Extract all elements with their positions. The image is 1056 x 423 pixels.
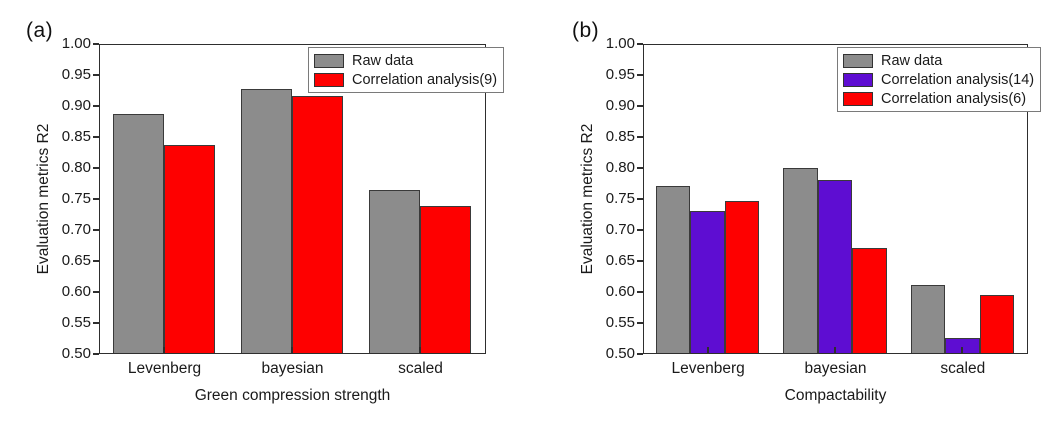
y-tick-label: 0.80: [605, 159, 635, 176]
plot-area: Raw data Correlation analysis(9): [99, 44, 505, 354]
y-tick-label: 0.60: [605, 283, 635, 300]
x-tick-mark: [834, 347, 836, 353]
legend-label: Correlation analysis(6): [881, 90, 1027, 107]
y-tick-mark: [637, 198, 643, 200]
bar-correlation-analysis-14-scaled: [945, 337, 980, 353]
y-tick-label: 0.90: [61, 97, 91, 114]
x-tick-mark: [706, 347, 709, 353]
x-category-label: bayesian: [804, 360, 867, 377]
x-category-label: Levenberg: [671, 360, 745, 377]
y-tick-mark: [637, 136, 643, 138]
x-tick-mark: [419, 347, 421, 353]
legend-row: Correlation analysis(14): [843, 70, 1034, 89]
y-tick-mark: [93, 136, 99, 138]
bar-raw-data-scaled: [369, 190, 420, 353]
legend-row: Raw data: [843, 51, 1034, 70]
y-tick-label: 0.85: [61, 128, 91, 145]
y-tick-mark: [637, 105, 643, 107]
y-tick-mark: [93, 167, 99, 169]
y-tick-label: 0.80: [61, 159, 91, 176]
x-tick-mark: [163, 347, 165, 353]
y-tick-mark: [93, 291, 99, 293]
y-tick-mark: [637, 167, 643, 169]
y-tick-label: 0.95: [61, 66, 91, 83]
y-tick-label: 0.70: [605, 221, 635, 238]
bar-correlation-analysis-9-bayesian: [292, 96, 343, 353]
bar-correlation-analysis-6-bayesian: [852, 248, 887, 353]
legend-label: Correlation analysis(14): [881, 71, 1035, 88]
x-axis-title: Compactability: [784, 387, 887, 404]
y-tick-label: 0.50: [61, 345, 91, 362]
y-tick-label: 0.70: [61, 221, 91, 238]
x-category-label: bayesian: [261, 360, 324, 377]
panel-label-b: (b): [572, 19, 600, 42]
bar-correlation-analysis-9-levenberg: [164, 145, 215, 353]
legend-row: Correlation analysis(6): [843, 89, 1034, 108]
legend: Raw data Correlation analysis(9): [308, 47, 505, 93]
legend-swatch: [314, 53, 344, 68]
x-category-label: scaled: [398, 360, 443, 377]
x-category-label: scaled: [940, 360, 986, 377]
y-tick-mark: [93, 74, 99, 76]
x-tick-mark: [291, 347, 293, 353]
y-tick-label: 0.55: [605, 314, 635, 331]
y-tick-mark: [93, 229, 99, 231]
y-tick-mark: [637, 353, 643, 355]
bar-raw-data-levenberg: [655, 186, 691, 353]
y-tick-mark: [93, 198, 99, 200]
legend: Raw data Correlation analysis(14) Correlat…: [837, 47, 1042, 112]
y-tick-mark: [93, 353, 99, 355]
y-tick-label: 0.75: [605, 190, 635, 207]
bar-correlation-analysis-6-scaled: [979, 295, 1015, 353]
y-tick-label: 0.90: [605, 97, 635, 114]
y-tick-mark: [93, 105, 99, 107]
y-tick-mark: [93, 43, 99, 45]
y-tick-mark: [637, 291, 643, 293]
legend-label: Raw data: [352, 52, 414, 69]
y-tick-mark: [637, 43, 643, 45]
legend-row: Raw data: [314, 51, 497, 70]
legend-swatch: [314, 72, 344, 87]
bar-raw-data-bayesian: [241, 88, 292, 353]
x-axis-title: Green compression strength: [194, 387, 391, 404]
bar-correlation-analysis-6-levenberg: [724, 201, 760, 353]
y-tick-label: 0.85: [605, 128, 635, 145]
panel-label-a: (a): [26, 19, 54, 42]
legend-label: Correlation analysis(9): [352, 71, 498, 88]
y-tick-label: 0.65: [61, 252, 91, 269]
y-tick-label: 0.60: [61, 283, 91, 300]
y-tick-mark: [637, 322, 643, 324]
legend-row: Correlation analysis(9): [314, 70, 497, 89]
legend-swatch: [843, 53, 873, 68]
legend-swatch: [843, 72, 873, 87]
y-tick-label: 0.55: [61, 314, 91, 331]
bar-correlation-analysis-14-bayesian: [817, 180, 853, 353]
chart-panel-a: (a) Evaluation metrics R2 Raw data Correl…: [26, 19, 505, 404]
legend-swatch: [843, 91, 873, 106]
y-tick-mark: [637, 229, 643, 231]
y-tick-mark: [93, 260, 99, 262]
plot-area: Raw data Correlation analysis(14) Correlat…: [643, 44, 1042, 354]
bar-raw-data-levenberg: [113, 113, 164, 353]
chart-panel-b: (b) Evaluation metrics R2 Raw data Correl…: [528, 0, 1056, 423]
y-tick-label: 0.95: [605, 66, 635, 83]
y-tick-label: 0.50: [605, 345, 635, 362]
y-tick-mark: [637, 74, 643, 76]
y-tick-mark: [93, 322, 99, 324]
bar-raw-data-scaled: [910, 285, 946, 353]
x-category-label: Levenberg: [127, 360, 202, 377]
y-tick-label: 0.65: [605, 252, 635, 269]
x-tick-mark: [961, 347, 964, 353]
bar-raw-data-bayesian: [783, 167, 818, 353]
bar-correlation-analysis-9-scaled: [420, 205, 471, 353]
legend-label: Raw data: [881, 52, 943, 69]
y-tick-label: 1.00: [605, 35, 635, 52]
y-tick-mark: [637, 260, 643, 262]
bar-correlation-analysis-14-levenberg: [690, 211, 725, 353]
y-tick-label: 0.75: [61, 190, 91, 207]
y-tick-label: 1.00: [61, 35, 91, 52]
